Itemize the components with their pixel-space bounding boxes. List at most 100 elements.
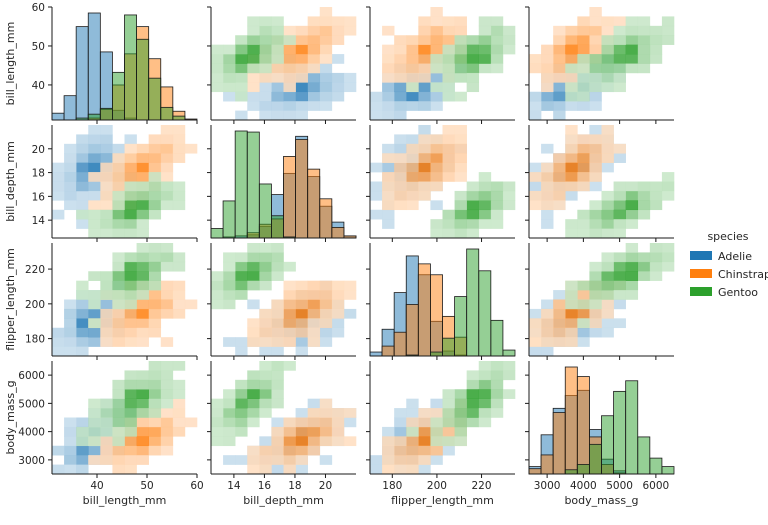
hist2d-cell-chinstrap	[430, 162, 443, 173]
hist2d-cell-chinstrap	[307, 436, 321, 447]
hist2d-cell-chinstrap	[259, 318, 272, 329]
hist2d-cell-gentoo	[502, 190, 516, 201]
hist2d-cell-chinstrap	[124, 318, 137, 329]
hist2d-cell-chinstrap	[112, 318, 125, 329]
hist2d-cell-chinstrap	[124, 455, 137, 465]
hist-bar-chinstrap	[283, 156, 296, 239]
hist2d-cell-chinstrap	[184, 417, 198, 428]
hist2d-cell-gentoo	[148, 243, 162, 253]
hist-bar-adelie	[87, 12, 101, 121]
hist2d-cell-adelie	[64, 162, 77, 173]
hist2d-cell-chinstrap	[430, 181, 443, 192]
hist2d-cell-chinstrap	[541, 44, 554, 55]
hist2d-cell-gentoo	[490, 181, 504, 192]
hist-bar-chinstrap	[564, 366, 578, 475]
hist-bar-gentoo	[649, 457, 663, 475]
hist2d-cell-gentoo	[223, 299, 236, 310]
hist-bar-gentoo	[430, 351, 443, 357]
hist2d-cell-gentoo	[112, 261, 125, 272]
hist2d-cell-chinstrap	[319, 436, 333, 447]
hist2d-cell-chinstrap	[601, 308, 614, 319]
hist2d-cell-gentoo	[661, 181, 675, 192]
hist2d-cell-adelie	[100, 134, 113, 145]
hist2d-cell-gentoo	[100, 398, 113, 409]
hist2d-cell-gentoo	[88, 209, 101, 220]
hist2d-cell-gentoo	[136, 190, 149, 201]
hist2d-cell-adelie	[259, 346, 272, 357]
y-tick-label: 18	[32, 168, 45, 180]
hist2d-cell-chinstrap	[394, 172, 407, 182]
hist2d-cell-gentoo	[148, 172, 162, 182]
x-tick-label: 6000	[643, 480, 670, 492]
hist2d-cell-gentoo	[76, 280, 89, 291]
hist2d-cell-adelie	[223, 337, 236, 347]
hist2d-cell-adelie	[307, 82, 321, 93]
hist2d-cell-chinstrap	[172, 308, 186, 319]
hist2d-cell-adelie	[565, 101, 578, 111]
hist2d-cell-gentoo	[124, 181, 137, 192]
hist-bar-chinstrap	[430, 274, 443, 357]
hist2d-cell-gentoo	[625, 16, 639, 27]
hist2d-cell-chinstrap	[259, 327, 272, 338]
hist2d-cell-chinstrap	[565, 153, 578, 163]
hist2d-cell-gentoo	[160, 389, 174, 399]
hist2d-cell-gentoo	[589, 63, 602, 74]
hist2d-cell-chinstrap	[454, 125, 467, 135]
hist2d-cell-chinstrap	[541, 181, 554, 192]
hist2d-cell-adelie	[76, 219, 89, 229]
hist2d-cell-chinstrap	[394, 190, 407, 201]
hist2d-cell-chinstrap	[382, 464, 395, 475]
hist-bar-chinstrap	[319, 198, 333, 239]
hist2d-cell-gentoo	[88, 417, 101, 428]
hist2d-cell-adelie	[64, 455, 77, 465]
hist2d-cell-adelie	[577, 337, 590, 347]
hist2d-cell-adelie	[319, 327, 333, 338]
hist2d-cell-gentoo	[406, 82, 419, 93]
hist2d-cell-chinstrap	[577, 143, 590, 154]
hist2d-cell-gentoo	[601, 280, 614, 291]
hist2d-cell-gentoo	[160, 200, 174, 211]
hist2d-cell-adelie	[382, 82, 395, 93]
hist2d-cell-chinstrap	[295, 54, 308, 64]
hist2d-cell-adelie	[343, 82, 357, 93]
hist2d-cell-chinstrap	[100, 436, 113, 447]
hist2d-cell-gentoo	[442, 91, 455, 102]
hist2d-cell-gentoo	[148, 398, 162, 409]
hist2d-cell-chinstrap	[295, 63, 308, 74]
hist2d-cell-gentoo	[211, 82, 224, 93]
hist2d-cell-chinstrap	[406, 172, 419, 182]
hist2d-cell-chinstrap	[541, 308, 554, 319]
hist2d-cell-gentoo	[160, 370, 174, 381]
hist2d-cell-gentoo	[454, 228, 467, 239]
hist2d-cell-chinstrap	[418, 134, 431, 145]
hist2d-cell-adelie	[331, 327, 345, 338]
hist2d-cell-chinstrap	[283, 299, 296, 310]
hist2d-cell-chinstrap	[172, 398, 186, 409]
hist2d-cell-gentoo	[637, 35, 651, 45]
hist2d-cell-gentoo	[649, 54, 663, 64]
hist2d-cell-adelie	[52, 337, 65, 347]
hist2d-cell-adelie	[406, 408, 419, 418]
hist-bar-gentoo	[124, 14, 137, 121]
hist2d-cell-chinstrap	[541, 72, 554, 83]
hist2d-cell-gentoo	[649, 252, 663, 263]
hist2d-cell-gentoo	[88, 219, 101, 229]
hist2d-cell-chinstrap	[259, 464, 272, 475]
hist2d-cell-adelie	[295, 346, 308, 357]
hist2d-cell-gentoo	[259, 398, 272, 409]
hist2d-cell-chinstrap	[319, 408, 333, 418]
hist2d-cell-chinstrap	[565, 134, 578, 145]
hist2d-cell-adelie	[430, 91, 443, 102]
hist2d-cell-chinstrap	[442, 426, 455, 437]
hist2d-cell-gentoo	[160, 398, 174, 409]
hist2d-cell-adelie	[382, 101, 395, 111]
hist2d-cell-gentoo	[124, 228, 137, 239]
hist2d-cell-adelie	[553, 91, 566, 102]
hist2d-cell-chinstrap	[529, 337, 542, 347]
hist2d-cell-gentoo	[454, 408, 467, 418]
hist2d-cell-adelie	[406, 398, 419, 409]
hist2d-cell-gentoo	[625, 219, 639, 229]
hist2d-cell-gentoo	[148, 280, 162, 291]
hist2d-cell-chinstrap	[283, 72, 296, 83]
hist2d-cell-gentoo	[442, 63, 455, 74]
